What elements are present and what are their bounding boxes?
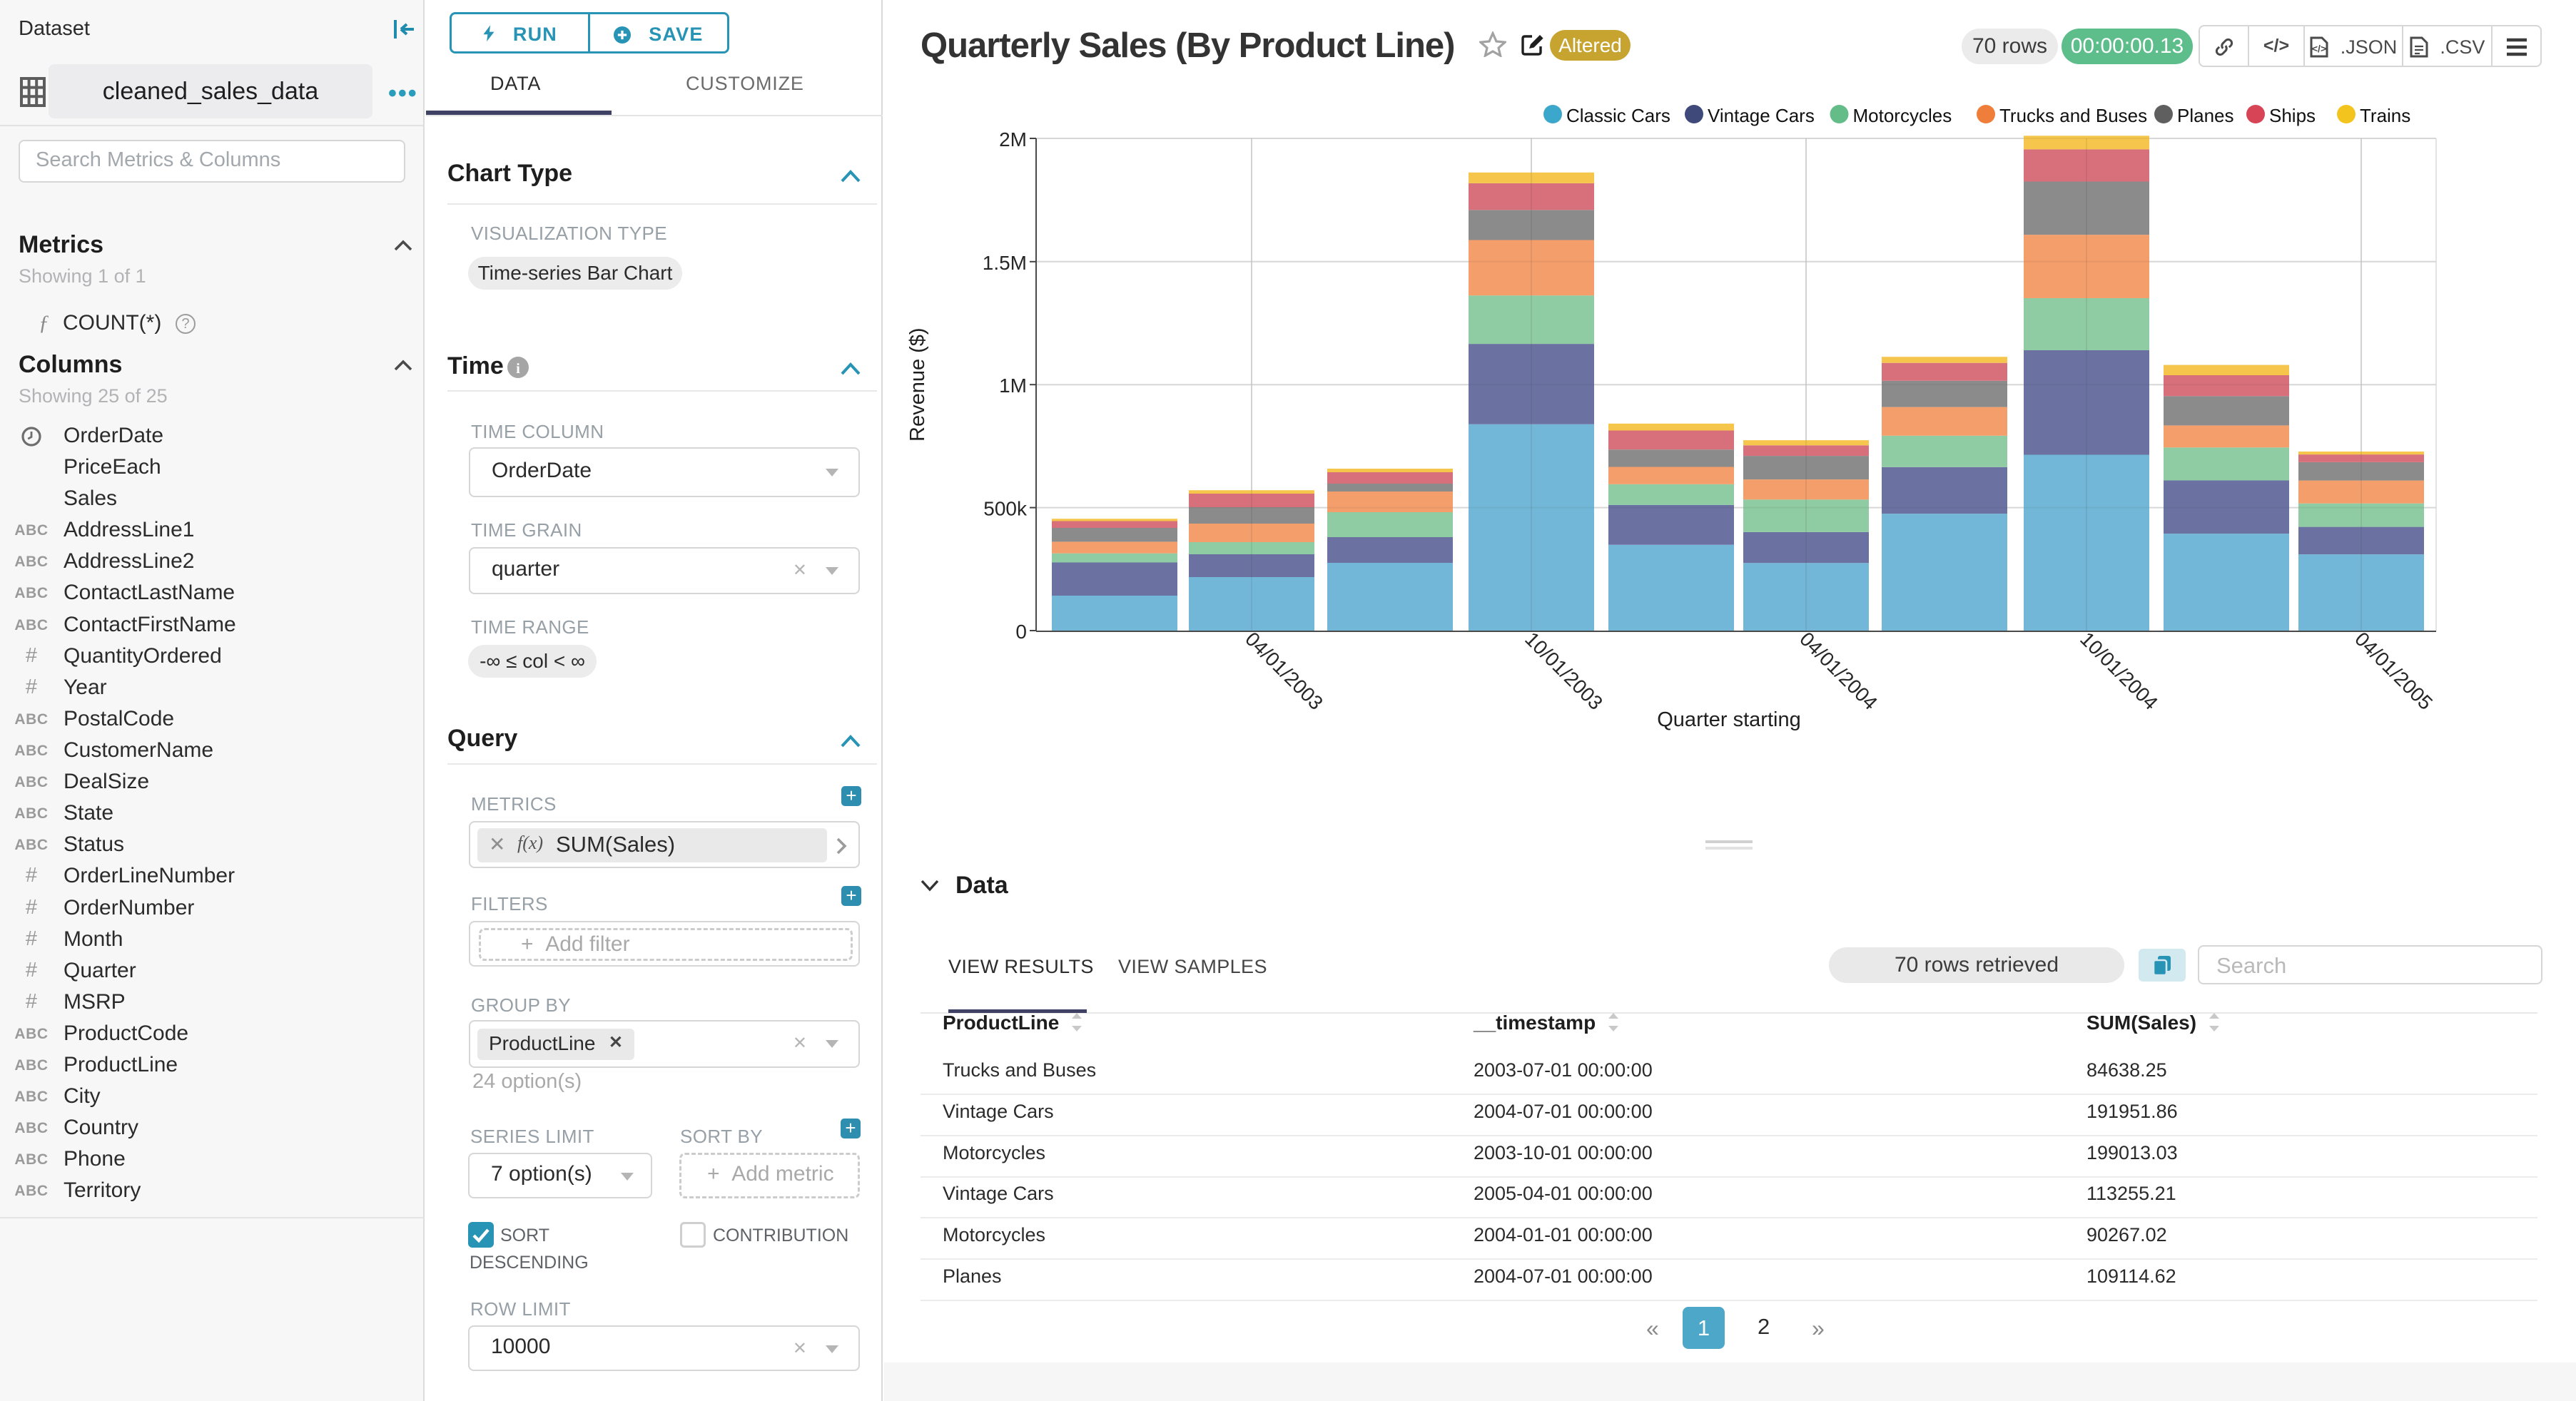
svg-text:04/01/2005: 04/01/2005 bbox=[2351, 628, 2437, 714]
svg-text:04/01/2004: 04/01/2004 bbox=[1795, 628, 1882, 714]
svg-text:1M: 1M bbox=[999, 375, 1027, 397]
svg-text:Trucks and Buses: Trucks and Buses bbox=[1999, 105, 2147, 126]
svg-text:i: i bbox=[516, 361, 520, 377]
svg-text:Planes: Planes bbox=[2177, 105, 2234, 126]
svg-text:Classic Cars: Classic Cars bbox=[1566, 105, 1670, 126]
svg-text:Revenue ($): Revenue ($) bbox=[906, 327, 929, 442]
svg-text:10/01/2004: 10/01/2004 bbox=[2076, 628, 2162, 714]
svg-text:0: 0 bbox=[1015, 621, 1027, 643]
svg-text:500k: 500k bbox=[983, 498, 1028, 520]
svg-text:04/01/2003: 04/01/2003 bbox=[1241, 628, 1327, 714]
svg-text:10/01/2003: 10/01/2003 bbox=[1521, 628, 1607, 714]
svg-text:Ships: Ships bbox=[2269, 105, 2316, 126]
svg-text:Quarter starting: Quarter starting bbox=[1657, 708, 1800, 731]
svg-text:Motorcycles: Motorcycles bbox=[1853, 105, 1952, 126]
svg-text:1.5M: 1.5M bbox=[983, 252, 1027, 274]
svg-text:Vintage Cars: Vintage Cars bbox=[1708, 105, 1815, 126]
svg-text:2M: 2M bbox=[999, 128, 1027, 151]
svg-text:</>: </> bbox=[2312, 43, 2326, 54]
svg-text:Trains: Trains bbox=[2360, 105, 2410, 126]
